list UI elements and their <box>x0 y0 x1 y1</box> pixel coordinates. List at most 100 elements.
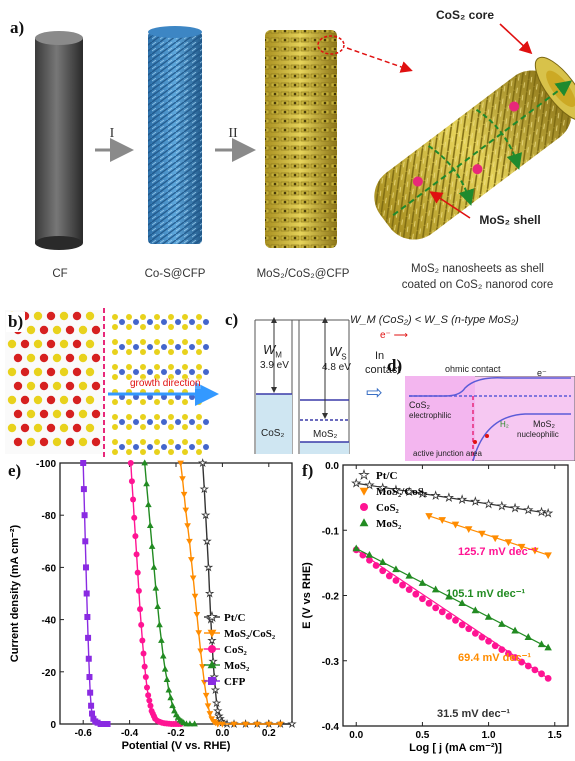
mo-atom <box>133 444 139 450</box>
data-point <box>193 611 201 618</box>
cos-cfp-rod <box>148 26 202 244</box>
s-atom <box>126 314 132 320</box>
s-atom <box>168 414 174 420</box>
s-atom <box>140 314 146 320</box>
data-point <box>85 655 92 662</box>
data-point <box>94 719 101 726</box>
data-point <box>146 697 153 704</box>
data-point <box>425 599 433 607</box>
cos2-atom <box>91 381 101 391</box>
data-point <box>148 542 156 549</box>
y-tick-label: -80 <box>42 511 57 522</box>
cos2-atom <box>72 311 82 321</box>
data-point <box>85 634 92 641</box>
data-point <box>432 604 440 612</box>
shell-callout-arrow <box>429 191 471 219</box>
mo-atom <box>133 319 139 325</box>
data-point <box>197 648 204 655</box>
cos2-atom <box>46 367 56 377</box>
cos2-atom <box>78 353 88 363</box>
core-callout-arrow <box>499 23 533 55</box>
s-atom <box>182 424 188 430</box>
mo-atom <box>133 419 139 425</box>
data-point <box>206 711 214 718</box>
cos2-atom <box>7 423 17 433</box>
cos2-atom <box>39 353 49 363</box>
data-point <box>523 504 534 515</box>
legend-label: MoS₂ <box>224 660 250 672</box>
s-atom <box>112 314 118 320</box>
mo-atom <box>161 319 167 325</box>
data-point <box>97 721 104 727</box>
y-tick-label: -20 <box>42 668 57 679</box>
data-point <box>81 512 88 519</box>
cos2-atom <box>13 409 23 419</box>
cos2-band <box>256 394 292 454</box>
y-tick-label: -40 <box>42 616 57 627</box>
data-point <box>465 625 473 633</box>
cos2-atom <box>20 395 30 405</box>
data-point <box>197 458 208 467</box>
s-atom <box>196 414 202 420</box>
data-point <box>511 626 519 634</box>
cos2-side-title: CoS₂ <box>409 400 431 410</box>
s-atom <box>154 314 160 320</box>
cos2-atom <box>85 339 95 349</box>
data-point <box>130 496 137 503</box>
s-atom <box>140 374 146 380</box>
data-point <box>531 547 539 555</box>
x-tick-label: 0.2 <box>262 728 276 739</box>
slope-label: 105.1 mV dec⁻¹ <box>446 588 526 600</box>
panel-b-label: b) <box>6 312 26 332</box>
data-point <box>141 663 148 670</box>
cos2-atom <box>78 381 88 391</box>
data-point <box>443 492 455 503</box>
cos2-atom <box>20 423 30 433</box>
mo-atom <box>147 419 153 425</box>
panel-c-label: c) <box>225 310 239 329</box>
cos2-atom <box>39 381 49 391</box>
s-atom <box>112 414 118 420</box>
s-atom <box>140 339 146 345</box>
data-point <box>452 616 459 624</box>
x-axis-label: Potential (V vs. RHE) <box>122 740 231 752</box>
ws-sub: S <box>341 352 347 362</box>
data-point <box>101 721 108 727</box>
data-point <box>191 720 198 727</box>
panel-f-label: f) <box>302 461 314 480</box>
legend-marker <box>206 610 218 622</box>
s-atom <box>168 439 174 445</box>
mo-atom <box>161 369 167 375</box>
panel-f: 0.0 0.5 1.0 1.5 0.0 -0.1 -0.2 -0.3 -0.4 Log [ j (… <box>300 455 575 755</box>
cos2-atom <box>78 409 88 419</box>
data-point <box>199 484 209 494</box>
s-atom <box>154 339 160 345</box>
legend-item: Pt/C <box>358 468 397 482</box>
data-point <box>202 536 212 546</box>
data-point <box>445 612 453 620</box>
cos2-atom <box>91 353 101 363</box>
data-point <box>372 562 380 569</box>
cos2-atom <box>7 367 17 377</box>
cos2-atom <box>26 409 36 419</box>
y-axis-label: Current density (mA cm⁻²) <box>9 524 21 662</box>
cos2-atom <box>65 437 75 447</box>
mo-atom <box>189 444 195 450</box>
s-atom <box>196 439 202 445</box>
y-tick-label: -0.3 <box>322 657 340 668</box>
data-point <box>179 476 186 483</box>
caption-nanosheets-2: coated on CoS₂ nanorod core <box>401 279 554 291</box>
wm-label: WM <box>263 342 282 360</box>
in-contact-2: contact <box>365 364 401 376</box>
s-atom <box>196 374 202 380</box>
data-point <box>154 602 161 609</box>
step-label-1: I <box>109 126 115 141</box>
data-point <box>147 702 154 709</box>
data-point <box>392 565 400 573</box>
x-tick-label: 1.5 <box>548 730 562 741</box>
cos2-atom <box>52 381 62 391</box>
cos2-atom <box>33 339 43 349</box>
shell-callout-label: MoS₂ shell <box>479 213 541 227</box>
cos2-atom <box>13 353 23 363</box>
panel-d-junction <box>405 376 575 461</box>
